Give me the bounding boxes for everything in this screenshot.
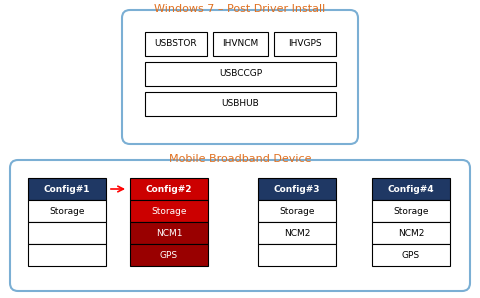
Bar: [258, 178, 336, 200]
Bar: [258, 222, 336, 244]
Bar: [28, 178, 106, 200]
Bar: [372, 200, 450, 222]
Bar: [28, 244, 106, 266]
Text: Config#2: Config#2: [146, 184, 192, 193]
Bar: [130, 178, 208, 200]
Bar: [145, 32, 207, 56]
Text: Config#4: Config#4: [388, 184, 434, 193]
Bar: [258, 244, 336, 266]
Bar: [213, 32, 268, 56]
Bar: [372, 178, 450, 200]
FancyBboxPatch shape: [122, 10, 358, 144]
Text: Storage: Storage: [279, 207, 315, 215]
Bar: [28, 200, 106, 222]
Bar: [372, 222, 450, 244]
Bar: [372, 244, 450, 266]
Bar: [274, 32, 336, 56]
Text: Storage: Storage: [49, 207, 85, 215]
Text: GPS: GPS: [402, 251, 420, 260]
Bar: [145, 62, 336, 86]
Bar: [258, 200, 336, 222]
Text: IHVNCM: IHVNCM: [222, 40, 259, 49]
Text: Mobile Broadband Device: Mobile Broadband Device: [169, 154, 311, 164]
Text: IHVGPS: IHVGPS: [288, 40, 322, 49]
Bar: [130, 200, 208, 222]
FancyBboxPatch shape: [10, 160, 470, 291]
Text: NCM2: NCM2: [284, 229, 310, 238]
Text: Storage: Storage: [393, 207, 429, 215]
Text: Windows 7 – Post Driver Install: Windows 7 – Post Driver Install: [155, 4, 325, 14]
Text: GPS: GPS: [160, 251, 178, 260]
Text: NCM2: NCM2: [398, 229, 424, 238]
Bar: [28, 222, 106, 244]
Text: Config#3: Config#3: [274, 184, 320, 193]
Text: NCM1: NCM1: [156, 229, 182, 238]
Bar: [130, 244, 208, 266]
Text: USBHUB: USBHUB: [222, 100, 259, 108]
Text: USBSTOR: USBSTOR: [155, 40, 197, 49]
Text: Config#1: Config#1: [44, 184, 90, 193]
Text: Storage: Storage: [151, 207, 187, 215]
Text: USBCCGP: USBCCGP: [219, 69, 262, 78]
Bar: [130, 222, 208, 244]
Bar: [145, 92, 336, 116]
